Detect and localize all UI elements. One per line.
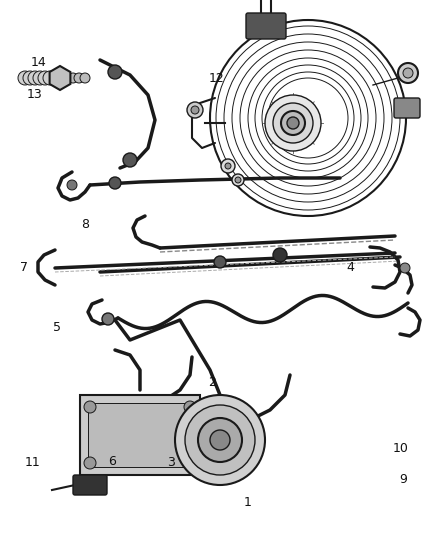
- Circle shape: [175, 395, 265, 485]
- Circle shape: [235, 177, 241, 183]
- Circle shape: [403, 68, 413, 78]
- Circle shape: [67, 180, 77, 190]
- Circle shape: [187, 102, 203, 118]
- FancyBboxPatch shape: [73, 475, 107, 495]
- Text: 13: 13: [26, 88, 42, 101]
- Bar: [80, 395, 200, 475]
- Circle shape: [281, 111, 305, 135]
- Circle shape: [210, 430, 230, 450]
- Circle shape: [184, 401, 196, 413]
- Circle shape: [38, 71, 52, 85]
- Circle shape: [74, 73, 84, 83]
- Circle shape: [123, 153, 137, 167]
- Circle shape: [198, 418, 242, 462]
- Circle shape: [232, 174, 244, 186]
- Circle shape: [191, 106, 199, 114]
- Text: 5: 5: [53, 321, 61, 334]
- Text: 10: 10: [393, 442, 409, 455]
- Circle shape: [287, 117, 299, 129]
- Circle shape: [400, 263, 410, 273]
- Circle shape: [214, 256, 226, 268]
- Text: 14: 14: [31, 56, 46, 69]
- Text: 6: 6: [108, 455, 116, 467]
- Text: 4: 4: [346, 261, 354, 274]
- Circle shape: [18, 71, 32, 85]
- Circle shape: [398, 63, 418, 83]
- Circle shape: [273, 103, 313, 143]
- Text: 7: 7: [20, 261, 28, 274]
- Circle shape: [265, 95, 321, 151]
- Circle shape: [108, 65, 122, 79]
- Text: 11: 11: [25, 456, 41, 469]
- Circle shape: [28, 71, 42, 85]
- Circle shape: [102, 313, 114, 325]
- Circle shape: [273, 248, 287, 262]
- Circle shape: [225, 163, 231, 169]
- FancyBboxPatch shape: [394, 98, 420, 118]
- Text: 12: 12: [209, 72, 225, 85]
- Bar: [88, 403, 192, 467]
- Text: 3: 3: [167, 456, 175, 469]
- Circle shape: [84, 457, 96, 469]
- Circle shape: [23, 71, 37, 85]
- Circle shape: [68, 73, 78, 83]
- Circle shape: [185, 405, 255, 475]
- Text: 8: 8: [81, 219, 89, 231]
- Circle shape: [109, 177, 121, 189]
- Text: 9: 9: [399, 473, 407, 486]
- Text: 2: 2: [208, 376, 216, 389]
- Circle shape: [221, 159, 235, 173]
- Text: 1: 1: [244, 496, 251, 508]
- Circle shape: [80, 73, 90, 83]
- Circle shape: [84, 401, 96, 413]
- FancyBboxPatch shape: [246, 13, 286, 39]
- Circle shape: [43, 71, 57, 85]
- Circle shape: [33, 71, 47, 85]
